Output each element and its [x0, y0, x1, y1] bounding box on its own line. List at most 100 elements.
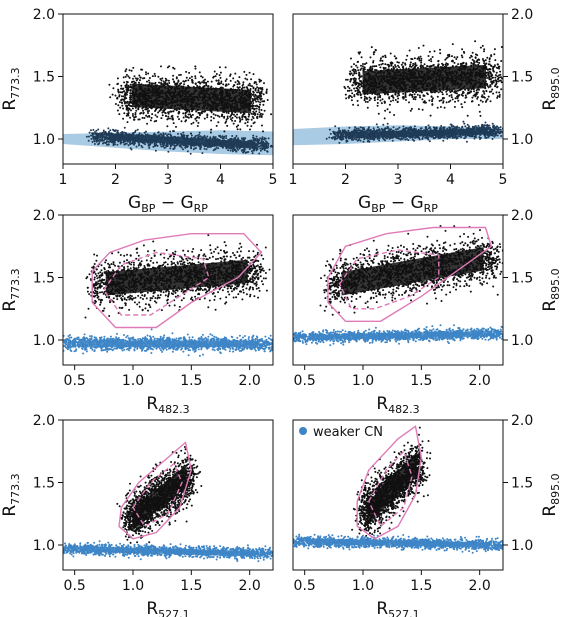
- data-point: [133, 75, 136, 78]
- data-point: [254, 137, 257, 140]
- data-point: [457, 63, 460, 66]
- data-point: [209, 137, 212, 140]
- data-point: [442, 63, 445, 66]
- data-point: [215, 79, 218, 82]
- data-point: [252, 136, 254, 139]
- data-point: [495, 82, 498, 85]
- data-point: [360, 82, 363, 85]
- data-point: [124, 70, 127, 73]
- data-point: [236, 138, 239, 141]
- data-point: [129, 100, 131, 103]
- data-point: [451, 55, 453, 58]
- data-point: [262, 100, 265, 103]
- data-point: [490, 54, 493, 57]
- data-point: [473, 60, 475, 62]
- data-point: [196, 84, 199, 87]
- data-point: [376, 98, 379, 101]
- data-point: [410, 57, 413, 60]
- data-point: [142, 109, 145, 112]
- data-point: [194, 75, 197, 78]
- data-point: [233, 84, 236, 87]
- data-point: [373, 65, 376, 68]
- data-point: [379, 99, 382, 102]
- data-point: [252, 104, 255, 107]
- data-point: [197, 121, 200, 124]
- data-point: [476, 54, 479, 57]
- data-point: [486, 85, 489, 87]
- data-point: [496, 86, 499, 89]
- data-point: [129, 116, 132, 119]
- data-point: [401, 61, 404, 64]
- data-point: [461, 106, 464, 109]
- data-point: [350, 65, 353, 68]
- data-point: [250, 112, 253, 115]
- data-point: [470, 100, 473, 103]
- data-point: [446, 54, 449, 57]
- data-point: [190, 122, 193, 125]
- data-point: [344, 87, 347, 90]
- data-point: [108, 140, 111, 143]
- data-point: [420, 59, 423, 62]
- data-point: [167, 112, 170, 115]
- data-point: [456, 97, 459, 100]
- data-point: [125, 73, 128, 76]
- data-point: [109, 96, 112, 99]
- data-point: [96, 133, 99, 136]
- data-point: [353, 63, 355, 66]
- data-point: [229, 74, 232, 77]
- data-point: [446, 56, 449, 59]
- data-point: [107, 140, 110, 143]
- data-point: [397, 97, 400, 100]
- data-point: [203, 81, 206, 84]
- data-point: [135, 79, 138, 82]
- data-point: [256, 145, 259, 147]
- data-point: [486, 98, 489, 101]
- data-point: [125, 83, 128, 86]
- data-point: [124, 75, 127, 78]
- data-point: [170, 134, 172, 137]
- data-point: [128, 69, 131, 72]
- data-point: [483, 96, 486, 99]
- data-point: [162, 80, 165, 83]
- data-point: [489, 68, 492, 71]
- data-point: [444, 58, 447, 61]
- data-point: [127, 103, 130, 106]
- data-point: [475, 91, 478, 94]
- data-point: [206, 113, 209, 116]
- data-point: [270, 113, 273, 116]
- data-point: [183, 80, 186, 83]
- data-point: [132, 80, 135, 83]
- data-point: [178, 110, 180, 113]
- data-point: [230, 118, 232, 121]
- data-point: [230, 114, 233, 117]
- data-point: [485, 99, 488, 102]
- data-point: [422, 94, 425, 97]
- data-point: [476, 97, 479, 100]
- data-point: [163, 146, 166, 149]
- data-point: [450, 94, 453, 96]
- data-point: [383, 68, 385, 70]
- data-point: [95, 135, 98, 138]
- series-1-points: [108, 65, 273, 137]
- data-point: [490, 65, 493, 68]
- data-point: [241, 84, 244, 87]
- data-point: [265, 144, 268, 147]
- data-point: [148, 81, 151, 84]
- data-point: [460, 54, 463, 57]
- data-point: [125, 114, 128, 117]
- data-point: [172, 147, 175, 150]
- data-point: [474, 95, 477, 98]
- data-point: [131, 107, 134, 110]
- data-point: [215, 146, 218, 149]
- data-point: [388, 96, 391, 99]
- data-point: [410, 107, 413, 110]
- data-point: [409, 109, 412, 112]
- data-point: [99, 132, 102, 135]
- data-point: [359, 68, 362, 71]
- data-point: [222, 83, 225, 86]
- data-point: [457, 89, 459, 92]
- data-point: [118, 95, 121, 98]
- data-point: [130, 96, 133, 99]
- data-point: [182, 131, 185, 134]
- data-point: [381, 62, 384, 65]
